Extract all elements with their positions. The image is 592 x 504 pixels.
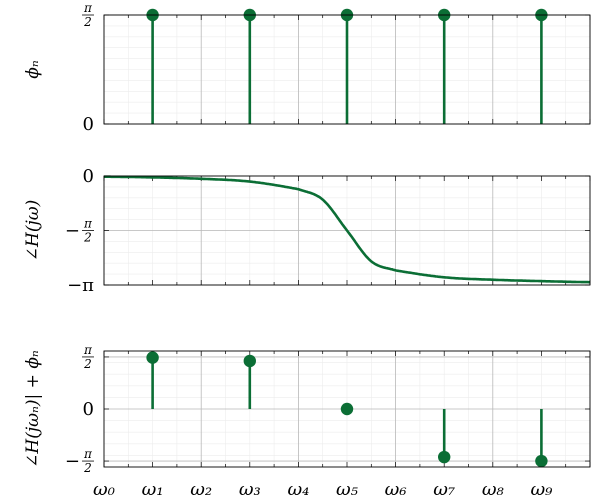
y-tick-label-numerator: π [83,447,93,461]
y-tick-label-denominator: 2 [83,357,92,371]
y-axis-label: ∠H(jωₙ)| + ϕₙ [23,350,43,468]
y-tick-label-sign: − [65,221,80,242]
y-tick-label-denominator: 2 [83,461,92,475]
stem-marker [341,403,353,415]
x-tick-label: ω₆ [385,479,407,500]
panel-phi-n: 0 π2 ϕₙ [23,1,590,135]
y-tick-label: 0 [83,399,94,420]
x-tick-label: ω₈ [482,479,505,500]
stem-marker [146,351,158,363]
x-tick-label: ω₁ [142,479,164,500]
x-tick-label: ω₉ [530,479,553,500]
stem-marker [535,455,547,467]
x-axis-tick-labels: ω₀ ω₁ ω₂ ω₃ ω₄ ω₅ ω₆ ω₇ ω₈ ω₉ [93,479,553,500]
x-tick-label: ω₅ [336,479,358,500]
y-tick-label-sign: − [65,451,80,472]
y-axis-label: ∠H(jω) [23,200,43,261]
y-tick-label-denominator: 2 [83,231,92,245]
y-tick-label-denominator: 2 [83,15,92,29]
y-tick-label-numerator: π [83,1,93,15]
y-tick-label: −π [67,275,94,296]
x-tick-label: ω₃ [239,479,261,500]
x-tick-label: ω₄ [287,479,309,500]
y-tick-label: 0 [83,166,94,187]
stem-marker [244,355,256,367]
x-tick-label: ω₀ [93,479,115,500]
y-tick-label-numerator: π [83,343,93,357]
panel-sum-phase: π20− π2∠H(jωₙ)| + ϕₙ [23,343,590,475]
y-tick-label-numerator: π [83,217,93,231]
x-tick-label: ω₇ [433,479,455,500]
y-axis-label: ϕₙ [23,60,43,79]
stem-marker [438,451,450,463]
panel-phase-response: 0− π2−π∠H(jω) [23,166,590,296]
x-tick-label: ω₂ [190,479,212,500]
y-tick-label: 0 [83,114,94,135]
